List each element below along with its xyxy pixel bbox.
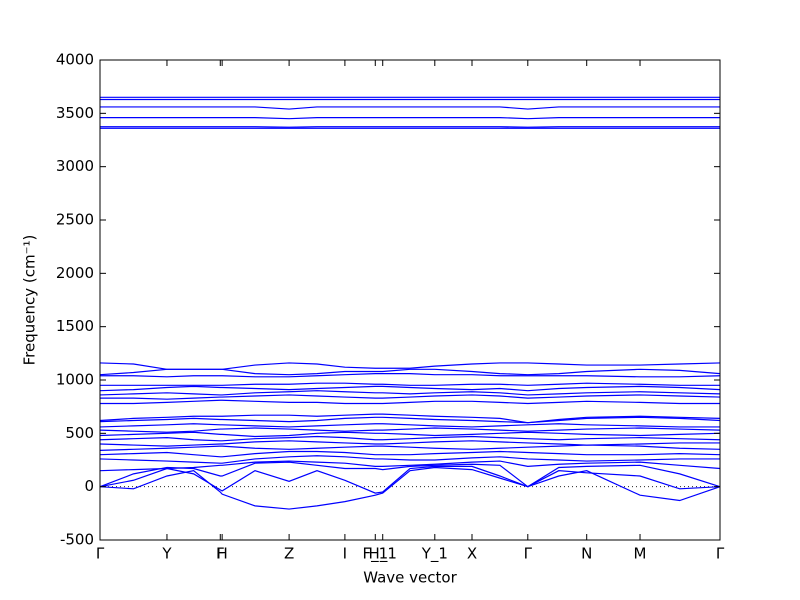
x-tick-label: I [343,545,347,563]
x-tick-label: Γ [524,545,533,563]
band-line [99,450,721,458]
band-line [99,413,721,424]
y-tick-label: 4000 [56,51,94,69]
y-tick-label: 1500 [56,317,94,335]
band-line [99,444,721,451]
band-line [100,382,720,386]
band-line [99,435,721,442]
band-line [99,390,721,396]
x-tick-label: F [216,545,225,563]
band-line [99,461,721,488]
x-tick-label: X [467,545,477,563]
band-line [99,427,721,433]
band-line [99,385,721,392]
plot-frame [99,59,721,541]
x-tick-label: H_1 [369,545,397,564]
x-tick-label: Γ [716,545,725,563]
band-line [100,373,721,378]
band-line [99,455,720,464]
x-tick-label: Y [161,545,172,563]
band-line [99,440,720,447]
band-line [99,431,721,438]
x-tick-label: M [634,545,647,563]
band-line [99,416,721,424]
y-tick-label: 2500 [56,211,94,229]
x-tick-label: Y_1 [421,545,448,564]
x-tick-label: N [581,545,592,563]
x-tick-label: F_1 [362,545,388,564]
band-line [99,465,721,494]
y-tick-label: 1000 [56,371,94,389]
band-line [100,117,720,120]
x-tick-label: Γ [96,545,105,563]
band-line [100,106,720,110]
y-tick-label: 500 [65,424,94,442]
y-tick-label: 3500 [56,104,94,122]
band-line [100,394,721,400]
y-axis-label: Frequency (cm⁻¹) [21,235,39,366]
band-line [99,423,720,428]
y-tick-label: 3000 [56,157,94,175]
band-line [100,126,720,128]
y-tick-label: -500 [60,531,94,549]
y-tick-label: 2000 [56,264,94,282]
x-tick-label: H [216,545,227,563]
y-tick-label: 0 [84,477,94,495]
x-tick-label: Z [284,545,294,563]
band-line [99,362,721,370]
band-line [99,460,721,472]
band-line [100,399,720,405]
x-axis-label: Wave vector [363,569,457,587]
